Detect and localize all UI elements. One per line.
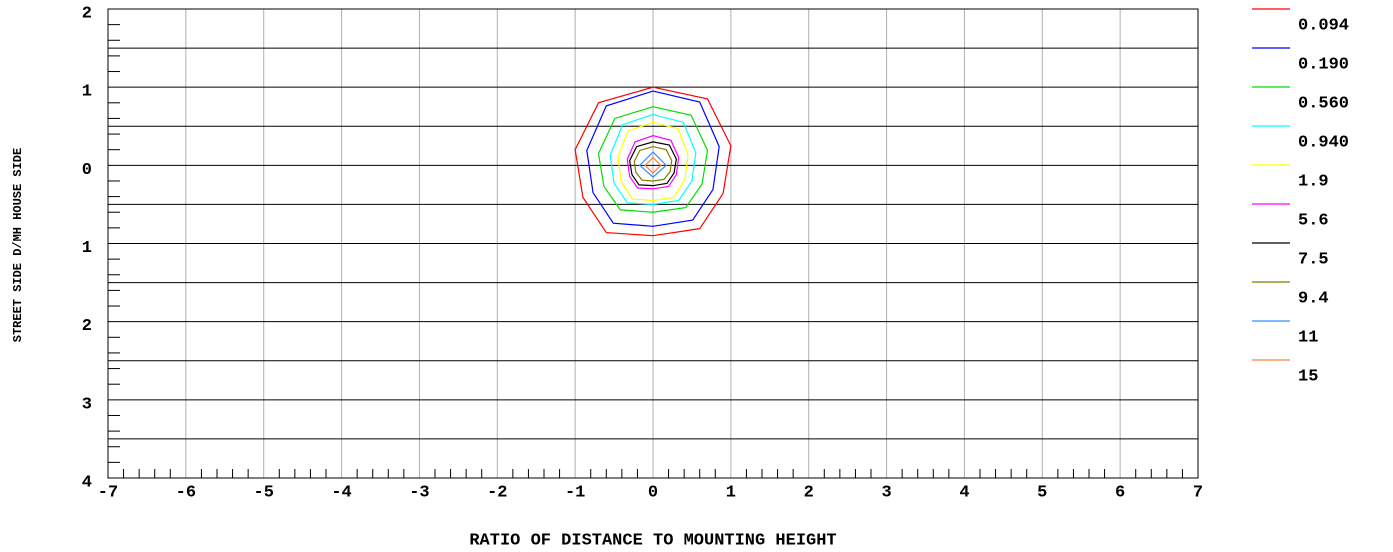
x-tick-label: -7: [98, 483, 118, 502]
legend-label: 0.094: [1298, 16, 1349, 35]
x-tick-label: 6: [1115, 483, 1125, 502]
x-tick-label: -5: [254, 483, 274, 502]
legend-label: 9.4: [1298, 289, 1329, 308]
x-tick-label: -1: [565, 483, 585, 502]
legend-label: 11: [1298, 328, 1318, 347]
contour-line: [633, 145, 673, 182]
legend-label: 0.560: [1298, 94, 1349, 113]
contour-line: [617, 121, 689, 202]
x-tick-label: -3: [409, 483, 429, 502]
x-tick-label: 4: [959, 483, 969, 502]
x-tick-label: -6: [176, 483, 196, 502]
x-tick-label: 3: [881, 483, 891, 502]
contour-line: [574, 86, 732, 237]
y-axis-label: STREET SIDE D/MH HOUSE SIDE: [11, 148, 25, 342]
y-tick-label: 2: [82, 317, 92, 336]
x-tick-label: -4: [331, 483, 351, 502]
y-tick-label: 1: [82, 239, 92, 258]
y-tick-label: 0: [82, 161, 92, 180]
x-axis-label: RATIO OF DISTANCE TO MOUNTING HEIGHT: [469, 531, 836, 550]
contour-line: [609, 113, 697, 206]
contour-line: [597, 106, 709, 213]
legend-label: 5.6: [1298, 211, 1329, 230]
x-tick-label: -2: [487, 483, 507, 502]
contour-line: [629, 141, 677, 187]
y-tick-label: 1: [82, 83, 92, 102]
contour-line: [638, 151, 668, 178]
x-tick-label: 2: [804, 483, 814, 502]
x-tick-label: 7: [1193, 483, 1203, 502]
legend-label: 1.9: [1298, 172, 1329, 191]
contour-line: [626, 135, 680, 190]
legend-label: 7.5: [1298, 250, 1329, 269]
legend-label: 15: [1298, 367, 1318, 386]
y-tick-label: 3: [82, 395, 92, 414]
legend-label: 0.190: [1298, 55, 1349, 74]
x-tick-label: 0: [648, 483, 658, 502]
contour-line: [644, 156, 662, 175]
x-tick-label: 1: [726, 483, 736, 502]
contour-line: [586, 90, 720, 227]
legend-label: 0.940: [1298, 133, 1349, 152]
y-tick-label: 4: [82, 473, 92, 492]
y-tick-label: 2: [82, 4, 92, 23]
plot-frame: [107, 8, 1199, 479]
x-tick-label: 5: [1037, 483, 1047, 502]
